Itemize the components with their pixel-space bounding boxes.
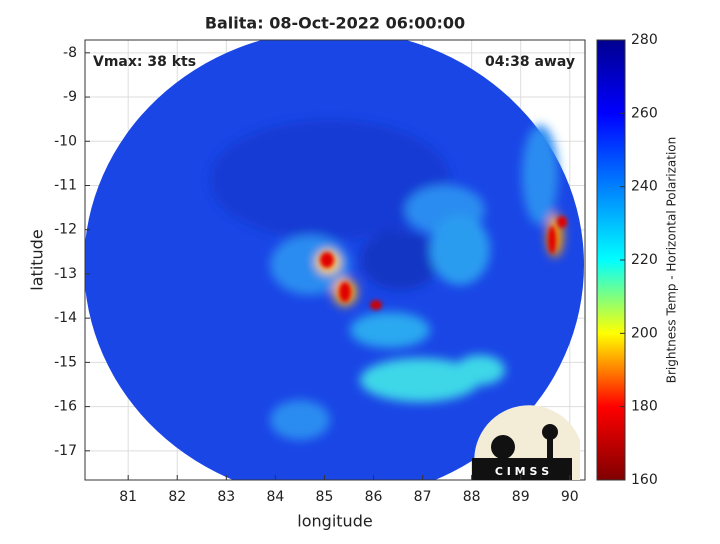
x-tick-label: 85 [316, 489, 334, 505]
x-axis-label: longitude [297, 512, 372, 531]
x-tick-label: 83 [217, 489, 235, 505]
colorbar-tick-label: 240 [631, 179, 658, 195]
x-tick-label: 81 [119, 489, 137, 505]
y-tick-label: -14 [54, 310, 77, 326]
colorbar-tick-label: 200 [631, 325, 658, 341]
y-tick-label: -12 [54, 222, 77, 238]
colorbar-label: Brightness Temp - Horizontal Polarizatio… [665, 137, 679, 384]
x-tick-label: 82 [168, 489, 186, 505]
plot-frame [84, 39, 586, 481]
chart-title: Balita: 08-Oct-2022 06:00:00 [205, 14, 465, 33]
annotation: 04:38 away [485, 54, 575, 70]
y-axis-label: latitude [28, 229, 47, 290]
swath [85, 40, 584, 480]
x-tick-label: 87 [414, 489, 432, 505]
x-tick-label: 89 [512, 489, 530, 505]
x-tick-label: 88 [463, 489, 481, 505]
colorbar-tick-label: 160 [631, 472, 658, 488]
logo-text: C I M S S [495, 465, 549, 478]
colorbar-tick-label: 180 [631, 399, 658, 415]
colorbar-tick-label: 260 [631, 105, 658, 121]
logo: C I M S S [472, 405, 580, 480]
x-tick-label: 84 [266, 489, 284, 505]
y-tick-label: -8 [63, 45, 77, 61]
y-tick-label: -11 [54, 177, 77, 193]
annotation: Vmax: 38 kts [93, 54, 196, 70]
y-tick-label: -13 [54, 266, 77, 282]
colorbar-tick-label: 220 [631, 252, 658, 268]
y-tick-label: -15 [54, 354, 77, 370]
y-tick-label: -16 [54, 399, 77, 415]
x-tick-label: 86 [365, 489, 383, 505]
y-tick-label: -17 [54, 443, 77, 459]
y-tick-label: -10 [54, 133, 77, 149]
colorbar-tick-label: 280 [631, 32, 658, 48]
y-tick-label: -9 [63, 89, 77, 105]
x-tick-label: 90 [561, 489, 579, 505]
